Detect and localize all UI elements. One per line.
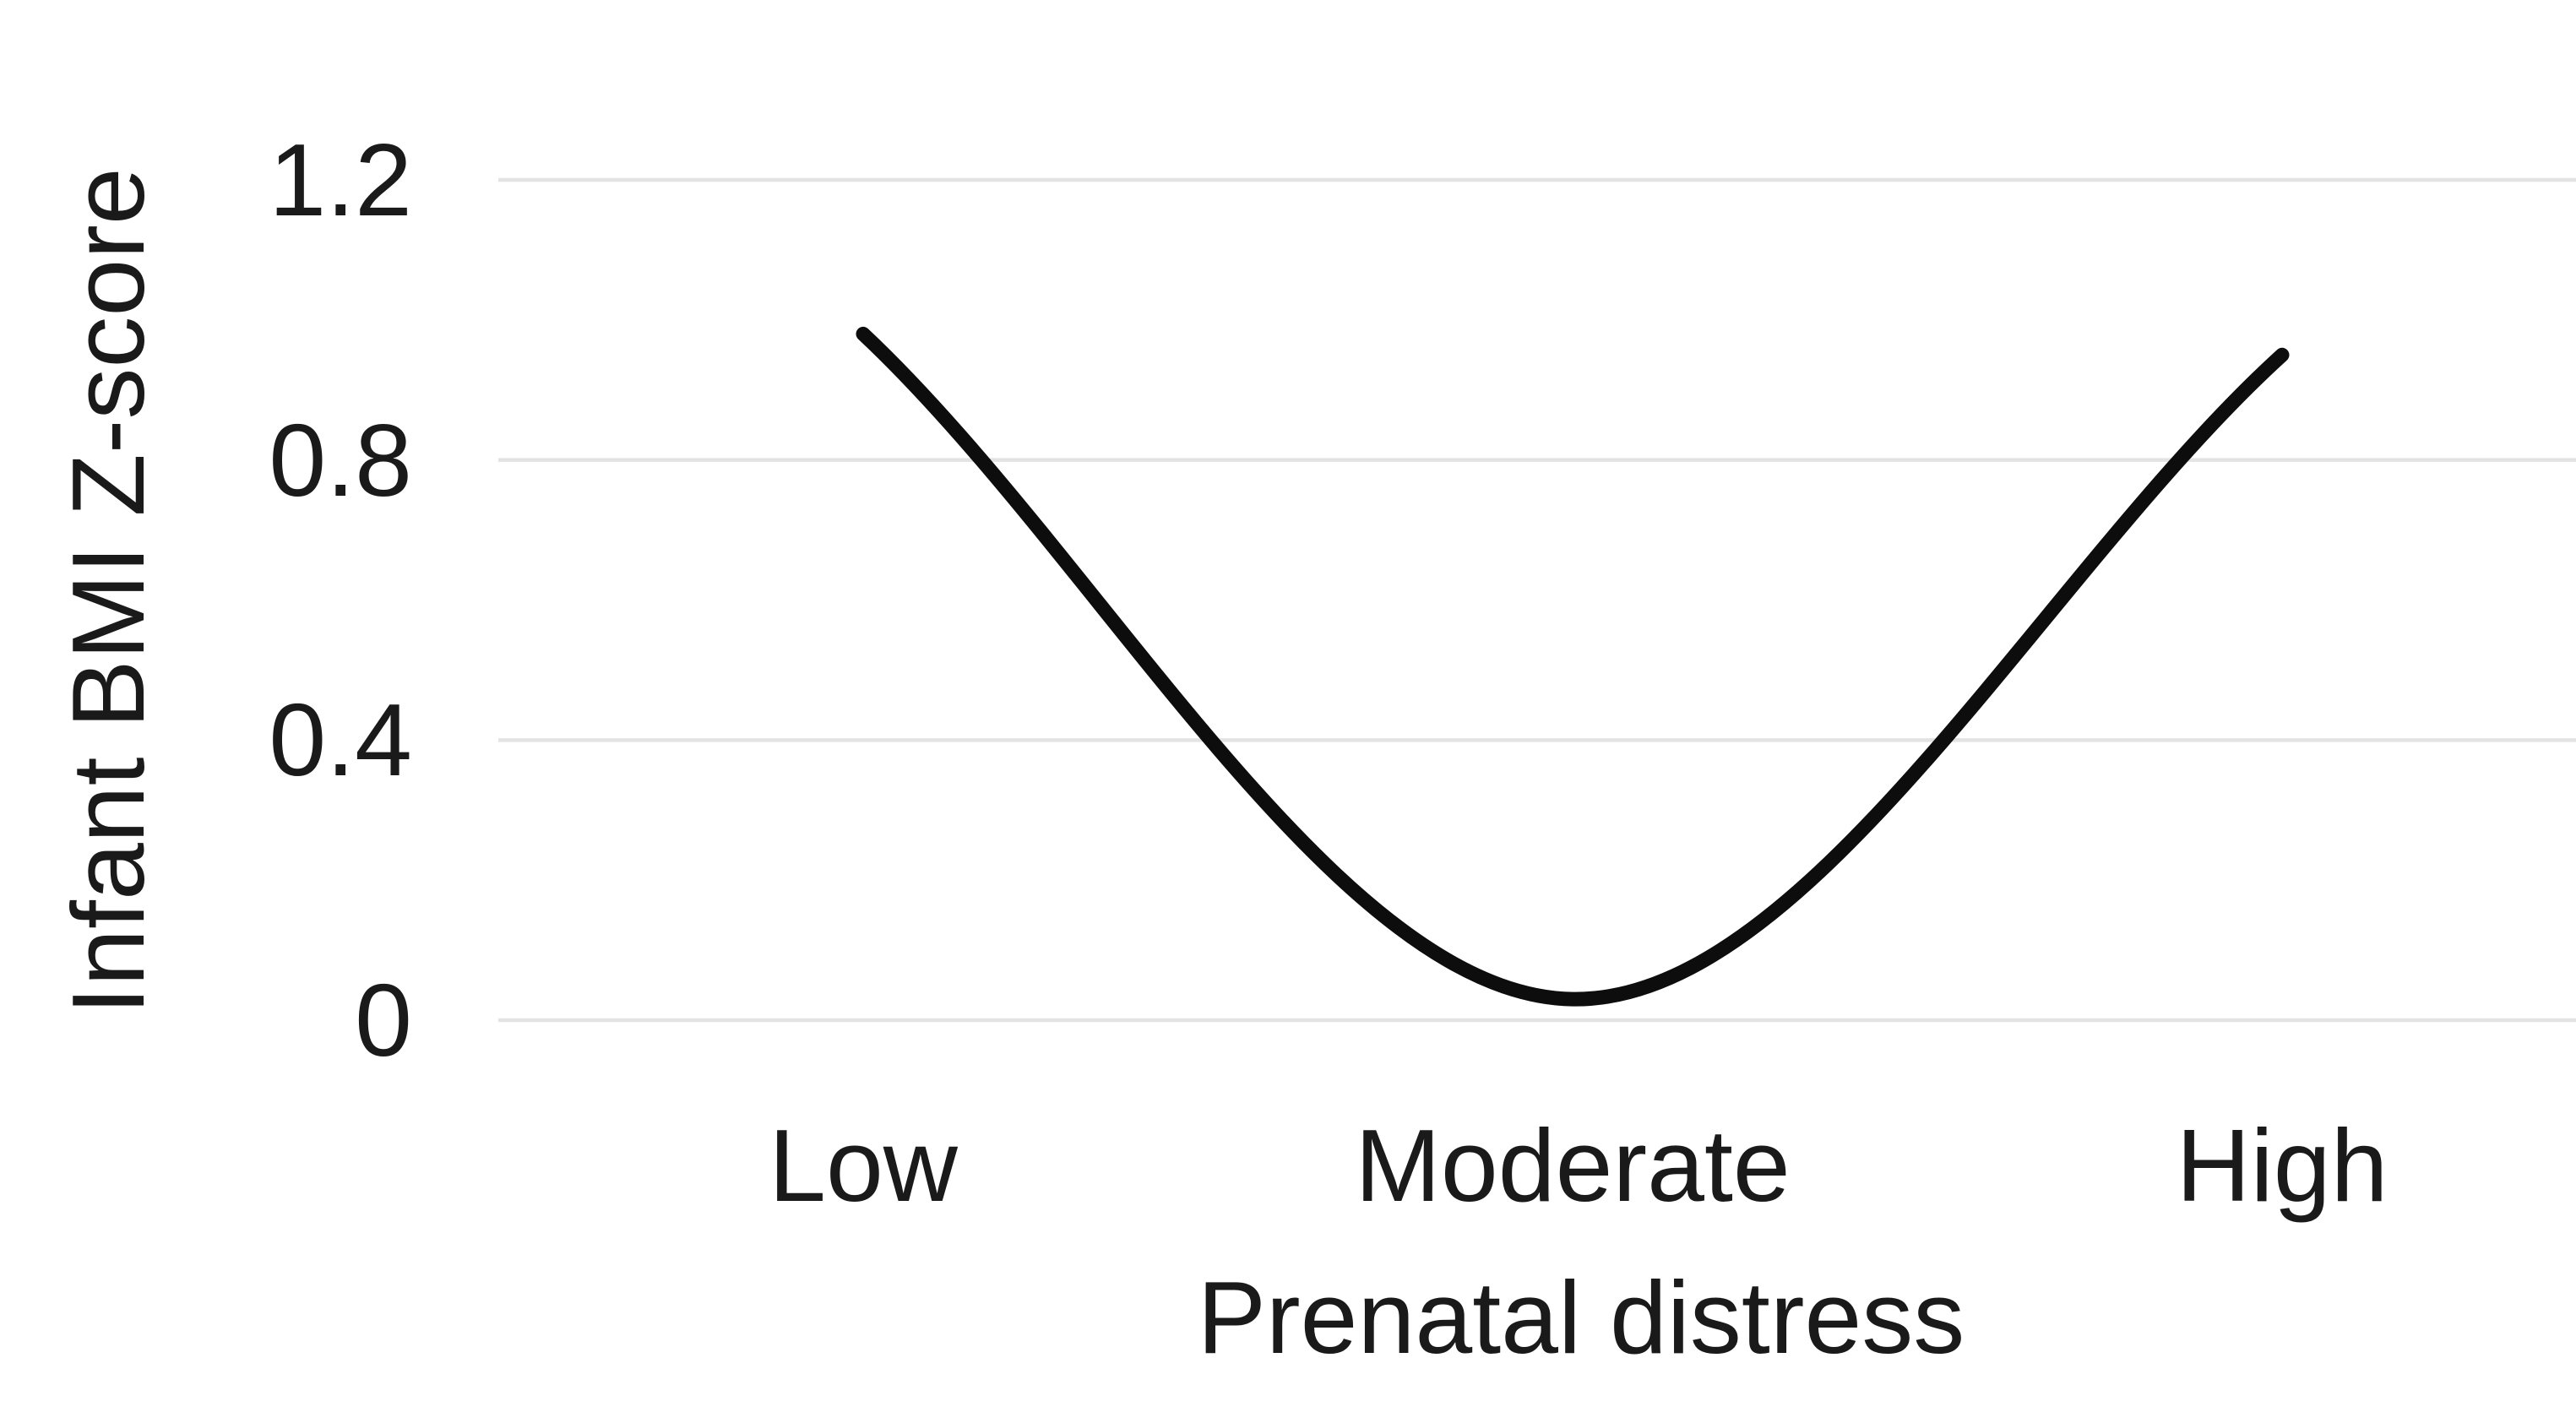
x-category-label: Low <box>769 1108 958 1223</box>
y-axis-title: Infant BMI Z-score <box>51 167 166 1015</box>
y-tick-label: 1.2 <box>269 122 412 237</box>
y-tick-label: 0.8 <box>269 402 412 518</box>
series-line <box>856 326 2290 1007</box>
x-axis-title: Prenatal distress <box>1197 1260 1965 1375</box>
y-tick-label: 0 <box>355 963 412 1078</box>
x-category-label: Moderate <box>1355 1108 1791 1223</box>
y-tick-label: 0.4 <box>269 682 412 798</box>
x-category-label: High <box>2176 1108 2389 1223</box>
